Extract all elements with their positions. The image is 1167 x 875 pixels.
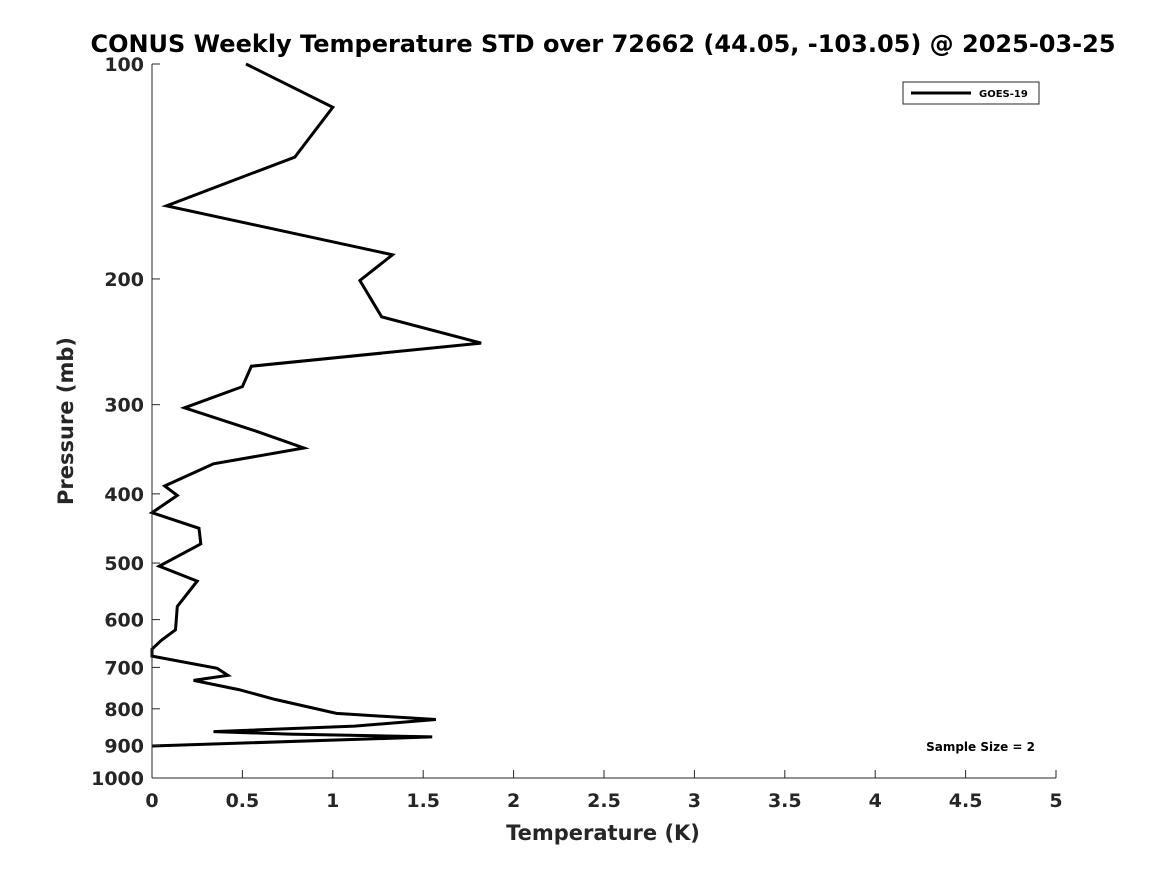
y-tick-label: 300: [104, 395, 144, 417]
x-tick-label: 0.5: [226, 790, 260, 812]
legend-label: GOES-19: [979, 89, 1028, 100]
x-axis-label: Temperature (K): [506, 821, 700, 845]
x-tick-label: 3: [688, 790, 701, 812]
x-tick-label: 2: [507, 790, 520, 812]
legend: GOES-19: [902, 81, 1040, 105]
y-tick-label: 200: [104, 269, 144, 291]
x-tick-label: 0: [145, 790, 158, 812]
x-tick-label: 1: [326, 790, 339, 812]
x-tick-label: 2.5: [587, 790, 621, 812]
x-tick-label: 3.5: [768, 790, 802, 812]
y-tick-label: 1000: [91, 768, 144, 790]
x-tick-label: 4: [869, 790, 882, 812]
y-tick-label: 400: [104, 484, 144, 506]
plot-area: [148, 62, 482, 748]
series-line: [148, 62, 482, 748]
axes: 0 0.5 1 1.5 2 2.5 3 3.5 4 4.5 5 100 200 300 400 500 600 7…: [91, 54, 1063, 812]
x-tick-label: 1.5: [406, 790, 440, 812]
sample-size-annotation: Sample Size = 2: [926, 740, 1035, 754]
y-axis-label: Pressure (mb): [54, 337, 78, 505]
y-tick-label: 500: [104, 553, 144, 575]
x-tick-label: 4.5: [949, 790, 983, 812]
y-tick-label: 700: [104, 657, 144, 679]
y-tick-label: 600: [104, 610, 144, 632]
chart-title: CONUS Weekly Temperature STD over 72662 …: [90, 30, 1115, 58]
y-tick-label: 900: [104, 735, 144, 757]
y-tick-label: 100: [104, 54, 144, 76]
y-tick-label: 800: [104, 699, 144, 721]
x-tick-label: 5: [1049, 790, 1062, 812]
